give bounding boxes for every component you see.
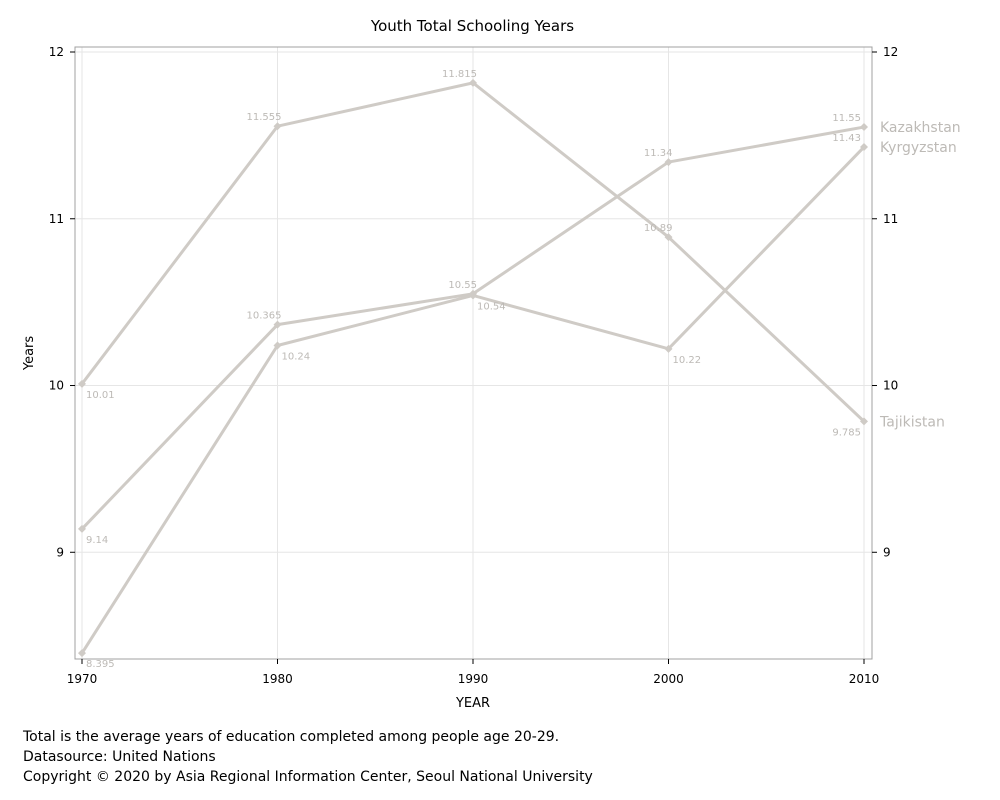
data-label-tajikistan: 10.01: [86, 390, 115, 401]
data-point-kyrgyzstan: [469, 291, 477, 300]
data-point-tajikistan: [664, 233, 673, 242]
data-label-kazakhstan: 11.34: [644, 148, 673, 159]
x-tick-label: 2000: [653, 672, 684, 686]
data-label-kazakhstan: 11.55: [832, 113, 861, 124]
data-point-tajikistan: [273, 122, 282, 131]
chart-title: Youth Total Schooling Years: [370, 17, 575, 35]
footer-notes: Total is the average years of education …: [23, 727, 593, 787]
grid-lines: [75, 47, 872, 659]
x-tick-label: 1990: [458, 672, 489, 686]
series-name-kyrgyzstan: Kyrgyzstan: [880, 140, 957, 156]
series-layer: [78, 78, 868, 658]
y-axis-label: Years: [22, 336, 37, 372]
data-label-tajikistan: 11.815: [442, 69, 477, 80]
data-point-tajikistan: [78, 379, 86, 388]
data-point-kyrgyzstan: [273, 341, 282, 350]
y-tick-label: 12: [49, 45, 64, 59]
data-label-tajikistan: 10.89: [644, 223, 673, 234]
data-label-tajikistan: 9.785: [832, 427, 861, 438]
right-y-tick-label: 9: [883, 545, 891, 559]
footer-source: Datasource: United Nations: [23, 749, 216, 765]
x-axis-label: YEAR: [455, 696, 490, 711]
data-point-kyrgyzstan: [860, 143, 868, 152]
footer-note: Total is the average years of education …: [23, 729, 560, 745]
x-tick-label: 1980: [262, 672, 293, 686]
right-y-tick-label: 10: [883, 379, 898, 393]
data-point-kyrgyzstan: [664, 344, 673, 353]
data-label-kyrgyzstan: 10.22: [673, 355, 702, 366]
axes: 9 10 11 12 9 10 11 12 1970 1980 1990 2000 2010: [49, 45, 899, 686]
data-label-kyrgyzstan: 8.395: [86, 659, 115, 670]
data-label-kyrgyzstan: 10.24: [282, 351, 311, 362]
series-name-tajikistan: Tajikistan: [879, 414, 945, 430]
data-label-kazakhstan: 10.365: [247, 311, 282, 322]
data-label-kazakhstan: 9.14: [86, 535, 108, 546]
data-point-tajikistan: [469, 78, 477, 87]
y-tick-label: 11: [49, 212, 64, 226]
right-y-tick-label: 12: [883, 45, 898, 59]
y-tick-label: 10: [49, 379, 64, 393]
footer-copyright: Copyright © 2020 by Asia Regional Inform…: [23, 769, 593, 785]
data-point-kazakhstan: [860, 123, 868, 132]
data-label-kyrgyzstan: 11.43: [832, 133, 861, 144]
right-y-tick-label: 11: [883, 212, 898, 226]
data-point-kazakhstan: [664, 158, 673, 167]
x-tick-label: 2010: [849, 672, 880, 686]
data-label-kazakhstan: 10.55: [448, 280, 477, 291]
data-label-tajikistan: 11.555: [247, 112, 282, 123]
data-point-kyrgyzstan: [78, 649, 86, 658]
data-label-kyrgyzstan: 10.54: [477, 301, 506, 312]
data-point-kazakhstan: [78, 524, 86, 533]
data-point-tajikistan: [860, 417, 868, 426]
series-name-kazakhstan: Kazakhstan: [880, 120, 961, 136]
y-tick-label: 9: [56, 545, 64, 559]
x-tick-label: 1970: [67, 672, 98, 686]
data-point-kazakhstan: [273, 320, 282, 329]
data-labels: 9.14 10.365 10.55 11.34 11.55 Kazakhstan 8.395…: [86, 69, 961, 670]
